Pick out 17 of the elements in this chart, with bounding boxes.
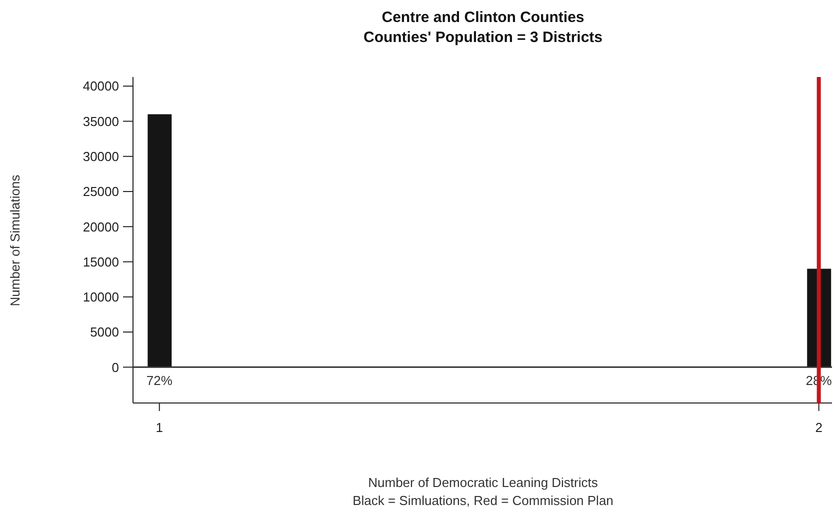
annotation: 72% [146,373,173,388]
y-tick-label: 10000 [82,290,119,305]
chart-title: Centre and Clinton Counties [380,8,586,28]
x-axis-title: Number of Democratic Leaning Districts [367,474,599,492]
x-tick-label: 2 [815,420,822,436]
y-tick-label: 15000 [82,254,119,270]
y-tick-label: 0 [112,360,119,375]
y-tick-label: 5000 [90,324,119,340]
y-tick-label: 40000 [82,78,119,94]
y-tick-label: 20000 [82,219,119,234]
y-axis-title: Number of Simulations [8,174,22,306]
y-tick-label: 35000 [82,114,119,129]
y-tick-label: 30000 [82,149,119,164]
chart-subtitle: Counties' Population = 3 Districts [362,28,604,48]
text: Black = Simluations, Red = Commission Plan [352,492,614,510]
y-tick-label: 25000 [82,184,119,200]
x-tick-label: 1 [156,420,163,436]
